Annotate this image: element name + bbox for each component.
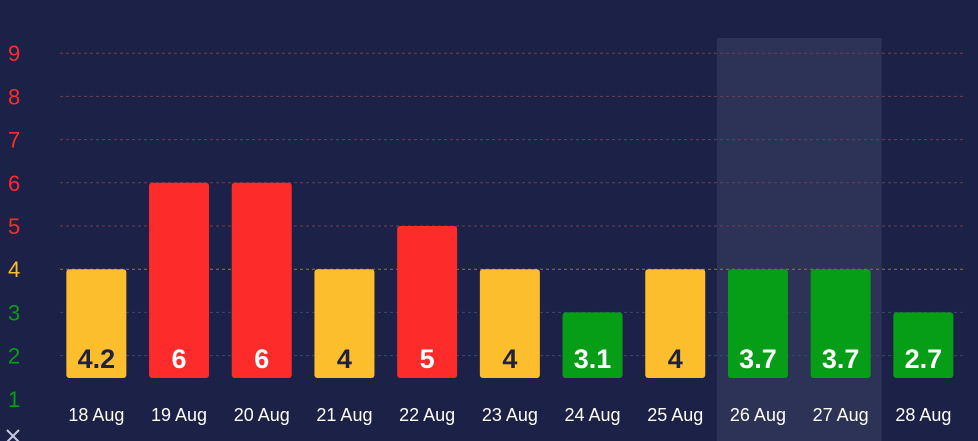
y-tick-label: 3 [8,300,20,325]
data-label: 3.1 [574,344,612,374]
data-label: 3.7 [739,344,777,374]
bar-26-aug[interactable] [727,269,788,378]
bar-19-aug[interactable] [149,182,210,378]
y-axis: 1 2 3 4 5 6 7 8 9 [8,41,20,412]
data-label: 3.7 [822,344,860,374]
x-tick-label: 22 Aug [399,405,455,425]
x-tick-label: 25 Aug [647,405,703,425]
x-tick-label: 27 Aug [813,405,869,425]
y-tick-label: 5 [8,214,20,239]
data-label: 4 [337,344,352,374]
x-tick-label: 26 Aug [730,405,786,425]
bar-24-aug[interactable] [562,312,623,378]
bars: 4.2 6 6 4 5 4 3.1 4 3.7 3.7 2.7 [66,182,954,378]
bar-18-aug[interactable] [66,269,127,378]
y-tick-label: 1 [8,387,20,412]
x-axis: 18 Aug 19 Aug 20 Aug 21 Aug 22 Aug 23 Aug 24 A… [68,405,951,425]
data-label: 6 [172,344,187,374]
x-tick-label: 18 Aug [68,405,124,425]
y-tick-label: 2 [8,344,20,369]
bar-28-aug[interactable] [893,312,954,378]
bar-22-aug[interactable] [397,226,458,378]
highlight-layer [716,38,882,441]
y-tick-label: 8 [8,84,20,109]
data-label: 5 [420,344,435,374]
bar-27-aug[interactable] [810,269,871,378]
data-label: 6 [254,344,269,374]
bar-21-aug[interactable] [314,269,375,378]
x-tick-label: 28 Aug [895,405,951,425]
bar-23-aug[interactable] [479,269,540,378]
x-tick-label: 24 Aug [565,405,621,425]
y-tick-label: 4 [8,257,20,282]
x-tick-label: 21 Aug [316,405,372,425]
y-tick-label: 9 [8,41,20,66]
bar-20-aug[interactable] [231,182,292,378]
close-icon[interactable] [6,429,20,441]
data-label: 4.2 [78,344,116,374]
data-label: 4 [502,344,517,374]
x-tick-label: 20 Aug [234,405,290,425]
x-tick-label: 23 Aug [482,405,538,425]
bar-25-aug[interactable] [645,269,706,378]
highlight-band [716,38,882,441]
data-label: 4 [668,344,683,374]
y-tick-label: 6 [8,171,20,196]
y-tick-label: 7 [8,128,20,153]
data-label: 2.7 [905,344,943,374]
x-tick-label: 19 Aug [151,405,207,425]
